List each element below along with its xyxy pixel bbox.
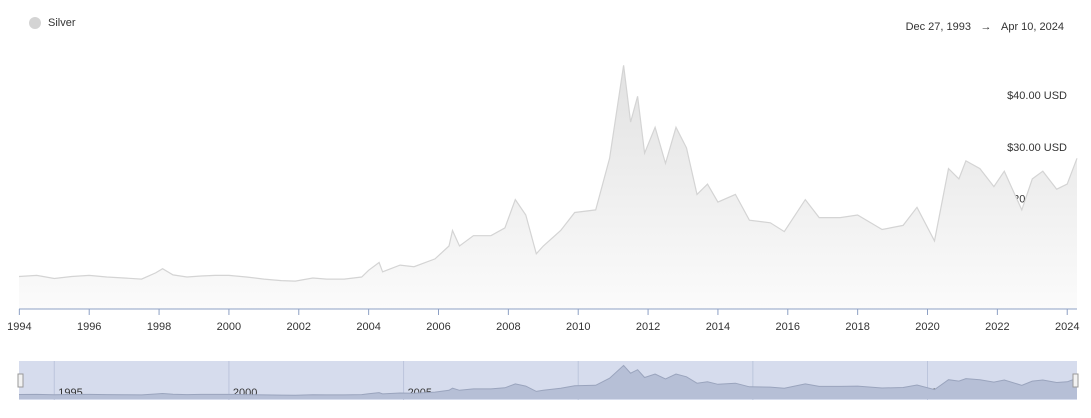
navigator-area [19, 365, 1077, 399]
range-start: Dec 27, 1993 [906, 21, 971, 33]
y-tick-label: $40.00 USD [1007, 90, 1067, 102]
x-tick-label: 2016 [776, 321, 800, 333]
navigator-line [18, 364, 1078, 396]
x-tick-label: 2006 [426, 321, 450, 333]
y-tick-label: $30.00 USD [1007, 142, 1067, 154]
x-tick-label: 2012 [636, 321, 660, 333]
x-tick-label: 2002 [287, 321, 311, 333]
x-tick-label: 1996 [77, 321, 101, 333]
range-end: Apr 10, 2024 [1001, 21, 1064, 33]
x-tick-label: 2010 [566, 321, 590, 333]
x-tick-label: 2018 [845, 321, 869, 333]
line [18, 65, 1078, 282]
x-tick-label: 2004 [356, 321, 380, 333]
x-tick-label: 2020 [915, 321, 939, 333]
legend-marker[interactable] [29, 17, 41, 29]
range-separator: → [981, 21, 992, 33]
x-tick-label: 2022 [985, 321, 1009, 333]
x-tick-label: 2014 [706, 321, 730, 333]
x-tick-label: 2000 [217, 321, 241, 333]
legend-label[interactable]: Silver [48, 17, 76, 29]
navigator-handle-left[interactable] [17, 373, 24, 388]
x-tick-label: 2008 [496, 321, 520, 333]
x-tick-label: 1998 [147, 321, 171, 333]
navigator-handle-right[interactable] [1072, 373, 1079, 388]
x-tick-label: 1994 [7, 321, 31, 333]
area [19, 65, 1077, 309]
x-tick-label: 2024 [1055, 321, 1079, 333]
